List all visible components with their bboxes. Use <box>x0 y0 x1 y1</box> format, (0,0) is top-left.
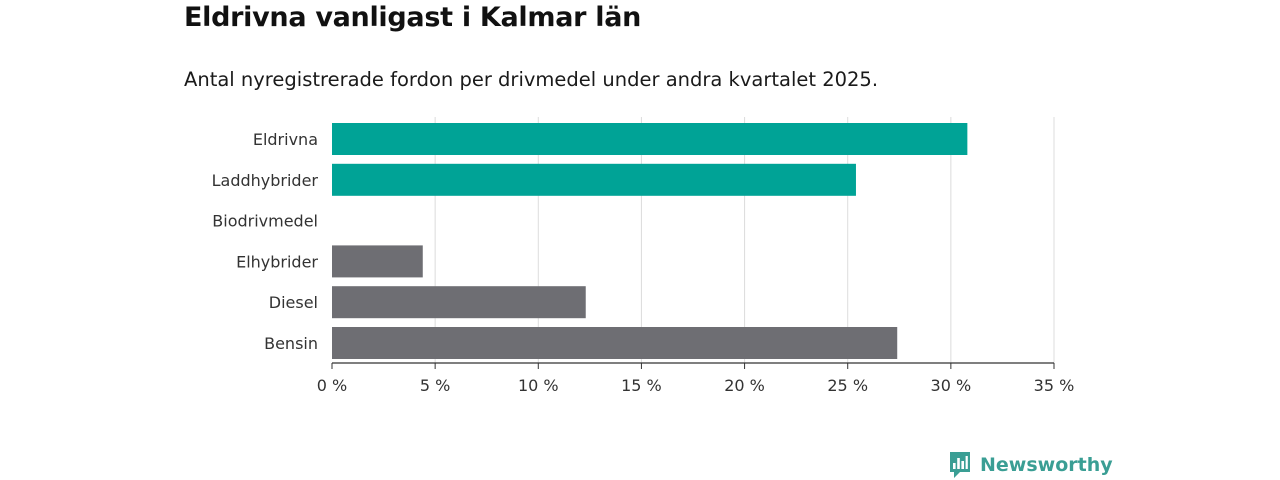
x-axis: 0 % 5 % 10 % 15 % 20 % 25 % 30 % 35 % <box>317 362 1075 395</box>
bar-laddhybrider <box>332 163 856 196</box>
category-label: Diesel <box>269 293 318 312</box>
x-tick-label: 10 % <box>518 376 559 395</box>
brand-name: Newsworthy <box>980 454 1113 476</box>
x-tick-label: 30 % <box>931 376 972 395</box>
category-label: Elhybrider <box>236 252 318 271</box>
x-tick-label: 15 % <box>621 376 662 395</box>
category-label: Laddhybrider <box>212 171 319 190</box>
chart-subtitle: Antal nyregistrerade fordon per drivmede… <box>184 68 879 91</box>
brand-logo: Newsworthy <box>948 450 1113 480</box>
x-tick-label: 5 % <box>420 376 450 395</box>
x-tick-label: 35 % <box>1034 376 1075 395</box>
category-label: Biodrivmedel <box>212 212 318 231</box>
bar-bensin <box>332 327 898 359</box>
x-tick-label: 25 % <box>827 376 868 395</box>
bar-eldrivna <box>332 123 968 155</box>
category-label: Bensin <box>264 334 318 353</box>
category-label: Eldrivna <box>253 130 318 149</box>
x-tick-label: 0 % <box>317 376 347 395</box>
bars <box>332 123 968 359</box>
x-tick-label: 20 % <box>724 376 765 395</box>
bar-diesel <box>332 286 586 319</box>
gridlines <box>434 117 1055 363</box>
bar-elhybrider <box>332 245 423 278</box>
category-labels: Eldrivna Laddhybrider Biodrivmedel Elhybrid… <box>212 130 319 353</box>
newsworthy-logo-icon <box>950 452 970 478</box>
chart-title: Eldrivna vanligast i Kalmar län <box>184 2 642 33</box>
